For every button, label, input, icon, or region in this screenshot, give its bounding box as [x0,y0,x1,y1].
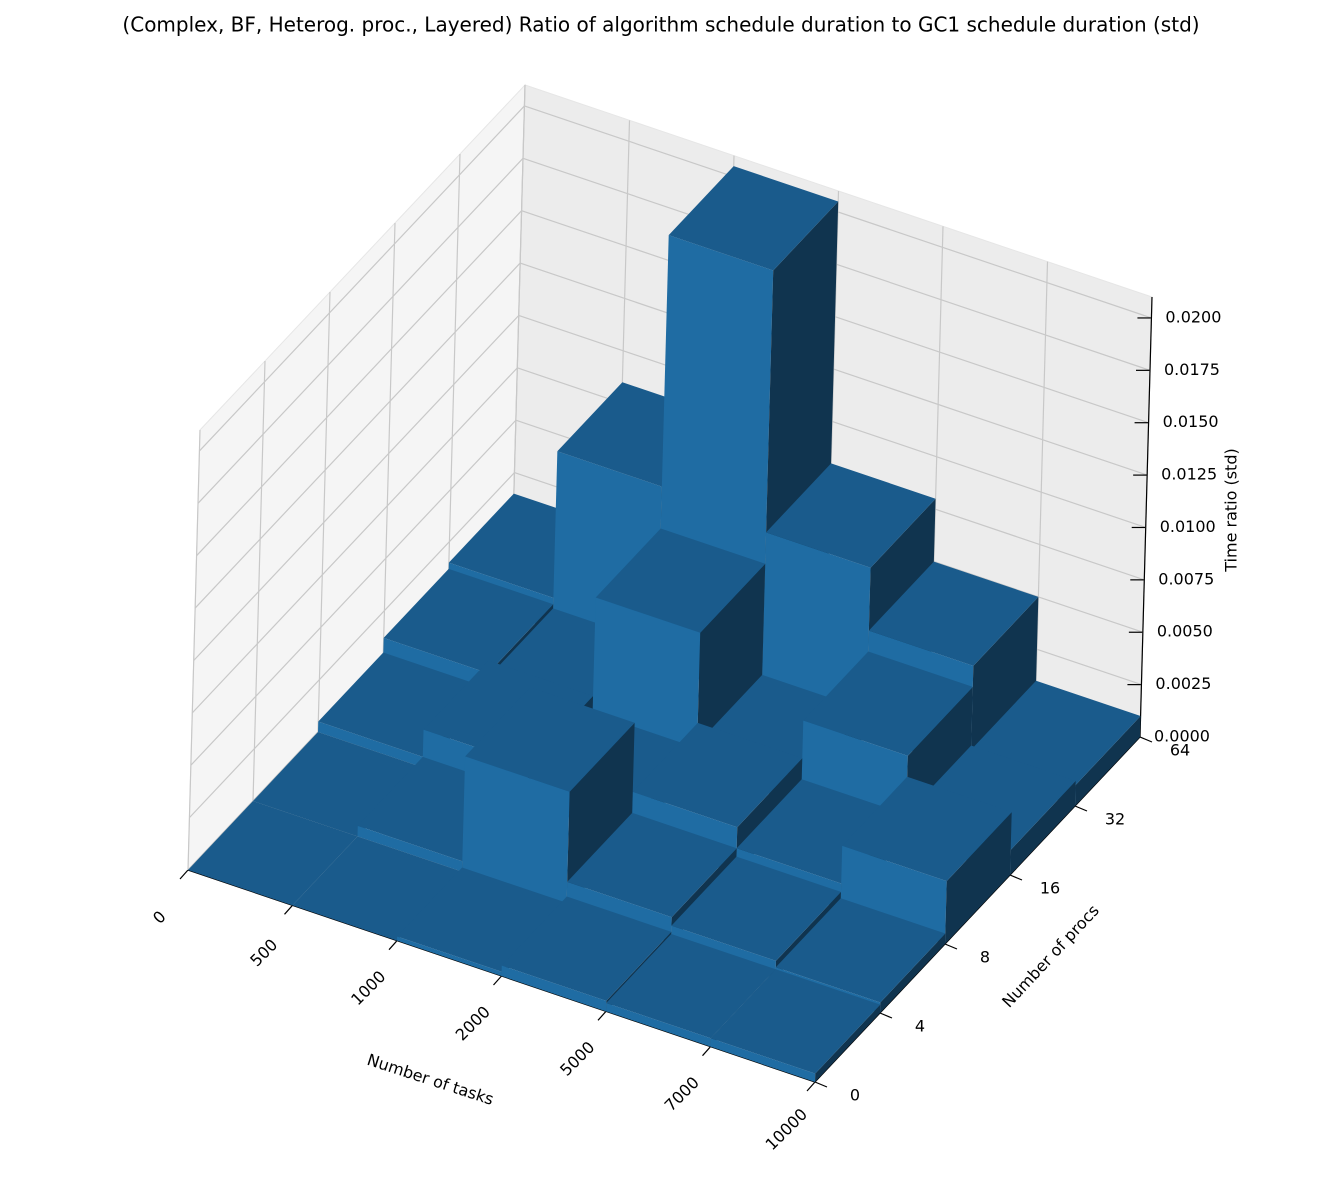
z-tick-label: 0.0050 [1157,622,1213,641]
bar-top [671,856,841,961]
bar-top [668,166,839,271]
bar-side [1010,780,1076,875]
grid-line [512,84,526,526]
bar-top [501,896,672,1001]
y-tick [814,1081,828,1088]
bar-top [383,568,554,674]
z-tick-label: 0.0075 [1158,569,1214,588]
bar-top [971,680,1141,786]
bar-top [465,687,635,792]
z-tick-label: 0.0125 [1161,465,1217,484]
bar [462,687,635,907]
x-tick-label: 500 [246,935,281,970]
grid-line [188,472,515,819]
grid-line [194,262,521,609]
bar-side [815,1004,881,1082]
z-tick-label: 0.0175 [1164,360,1220,379]
x-tick [597,1010,607,1021]
x-tick-label: 2000 [452,1002,494,1044]
bar [188,801,358,906]
y-tick-label: 4 [915,1017,925,1036]
grid-line [382,222,396,664]
bar-top [567,812,737,918]
bar-top [842,776,1012,882]
bar-side [1075,716,1141,806]
x-tick [493,975,502,986]
bar-top [188,801,358,906]
bar-side [696,563,766,769]
bar-top [595,528,766,633]
grid-line [252,360,266,802]
z-axis [1139,296,1153,738]
x-tick-label: 1000 [347,967,389,1009]
chart-title: (Complex, BF, Heterog. proc., Layered) R… [122,13,1199,37]
bar [710,969,881,1082]
grid-line [187,429,201,871]
x-tick-label: 0 [149,907,170,928]
x-tick-label: 10000 [762,1105,811,1154]
x-tick [284,904,293,915]
y-tick-label: 32 [1105,810,1125,829]
bar-top [710,969,881,1074]
bar-top [775,898,946,1003]
grid-line [190,419,517,766]
y-tick [1139,736,1153,743]
y-tick [1009,874,1023,881]
y-tick [944,943,958,950]
bar-front [462,756,570,907]
y-tick-label: 64 [1170,741,1190,760]
bar-front [606,1002,711,1047]
z-tick-label: 0.0150 [1163,412,1219,431]
bar-front [357,825,463,872]
bar-front [840,845,947,944]
x-tick [806,1081,816,1092]
bar-top [632,722,803,828]
y-tick-label: 8 [980,948,990,967]
y-tick-label: 0 [850,1086,860,1105]
x-tick [179,869,189,880]
x-tick-label: 7000 [661,1073,703,1115]
y-tick [1074,805,1088,812]
y-axis-label: Number of procs [998,901,1103,1011]
bar-top [868,561,1039,666]
z-tick-label: 0.0025 [1155,674,1211,693]
grid-line [198,105,525,452]
z-tick-label: 0.0200 [1165,307,1221,326]
bar-front [397,936,502,976]
bar-top [766,463,936,568]
bar-side [945,812,1012,944]
bar-top [606,933,776,1039]
grid-line [197,157,524,504]
bar [840,776,1012,944]
x-tick [702,1046,711,1057]
grid-line [193,315,520,661]
z-axis-label: Time ratio (std) [1222,448,1241,572]
bar-side [970,596,1039,771]
grid-line [447,153,461,595]
bar-front [501,965,607,1012]
z-tick-label: 0.0100 [1160,517,1216,536]
y-tick [879,1012,893,1019]
bar-top [803,651,973,756]
y-tick-label: 16 [1040,879,1060,898]
z-tick-label: 0.0000 [1154,727,1210,746]
bar-front [710,1038,816,1082]
bar-side [566,722,635,907]
grid-line [317,291,331,733]
x-tick [388,940,398,951]
x-tick-label: 5000 [556,1038,598,1080]
grid-line [196,210,523,557]
bar-front [318,721,423,768]
bar-side [880,933,946,1013]
grid-line [191,367,518,714]
x-axis-label: Number of tasks [365,1050,496,1109]
